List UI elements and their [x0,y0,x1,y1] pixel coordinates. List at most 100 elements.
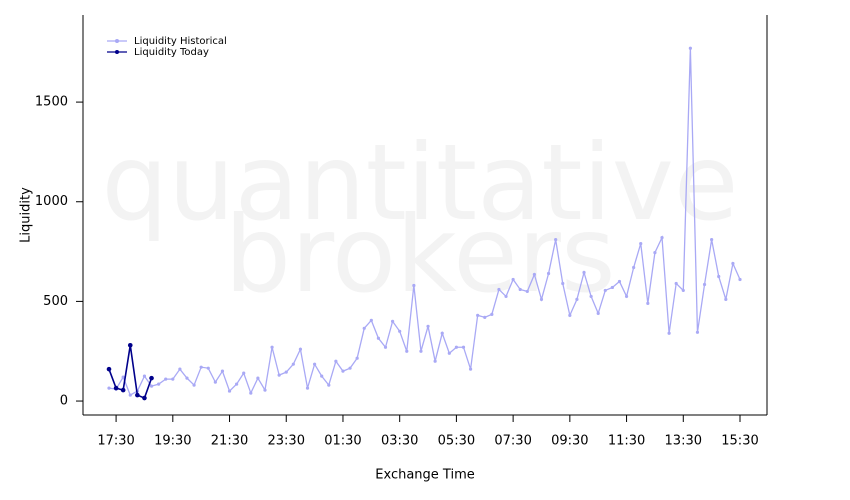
point [483,315,487,319]
point [624,294,629,299]
point [419,349,423,353]
point [149,375,154,381]
point [107,386,111,390]
point [320,374,324,378]
point [362,326,366,330]
point [398,329,402,333]
x-tick-label: 21:30 [211,434,248,449]
x-tick-label: 15:30 [721,434,758,449]
x-tick-label: 01:30 [324,434,361,449]
series-line [108,48,741,397]
point [142,395,147,401]
point [120,387,126,393]
point [270,345,274,349]
x-tick-label: 19:30 [154,434,191,449]
point [369,318,373,322]
legend-label: Liquidity Today [134,47,209,58]
point [724,297,728,302]
point [227,389,232,393]
point [518,287,522,292]
y-tick-label: 500 [43,294,68,309]
point [263,388,267,392]
x-tick-label: 11:30 [608,434,645,449]
y-tick-label: 0 [60,394,68,409]
y-tick-label: 1000 [35,194,68,209]
point [178,367,182,371]
point [348,366,352,370]
point [653,250,657,255]
point [731,261,735,266]
point [149,384,154,388]
point [206,366,210,370]
point [447,351,451,355]
point [249,391,253,395]
point [681,288,685,293]
point [554,238,558,242]
point [717,274,721,279]
point [426,324,430,328]
point [610,285,614,290]
point [468,367,473,371]
point [113,385,119,391]
point [157,382,161,386]
point [497,287,501,292]
point [738,277,742,282]
point [405,349,409,353]
x-axis-label: Exchange Time [375,468,474,483]
point [568,313,572,317]
point [702,282,707,287]
point [192,383,196,387]
point [128,393,132,397]
point [164,377,168,381]
point [667,331,671,335]
point [546,271,551,276]
x-tick-label: 09:30 [551,434,588,449]
point [412,283,416,288]
point [525,289,529,294]
point [376,336,381,340]
point [632,265,636,270]
point [461,345,466,349]
point [291,362,295,366]
point [511,277,515,282]
point [355,356,359,360]
x-tick-label: 23:30 [268,434,305,449]
point [305,386,310,390]
point [660,236,664,240]
point [284,370,288,374]
y-axis-label: Liquidity [19,187,34,243]
point [127,342,133,348]
point [688,46,692,50]
x-tick-label: 17:30 [97,434,134,449]
point [277,373,281,377]
point [383,345,388,349]
point [185,376,189,380]
point [596,311,600,315]
point [539,297,544,302]
point [142,374,147,378]
point [121,375,125,379]
point [490,312,494,316]
point [298,347,303,351]
point [603,288,607,293]
point [617,279,622,284]
point [532,272,536,277]
point [171,377,175,381]
point [639,241,643,246]
point [589,294,593,299]
x-tick-label: 05:30 [438,434,475,449]
point [575,297,579,302]
point [242,371,246,375]
point [674,281,678,286]
legend-label: Liquidity Historical [134,36,227,47]
point [135,392,140,398]
point [561,281,565,286]
x-tick-label: 13:30 [665,434,702,449]
point [433,359,437,363]
legend-point [115,39,119,43]
point [213,380,217,384]
legend-point [115,50,119,54]
point [440,331,444,335]
point [334,359,338,363]
